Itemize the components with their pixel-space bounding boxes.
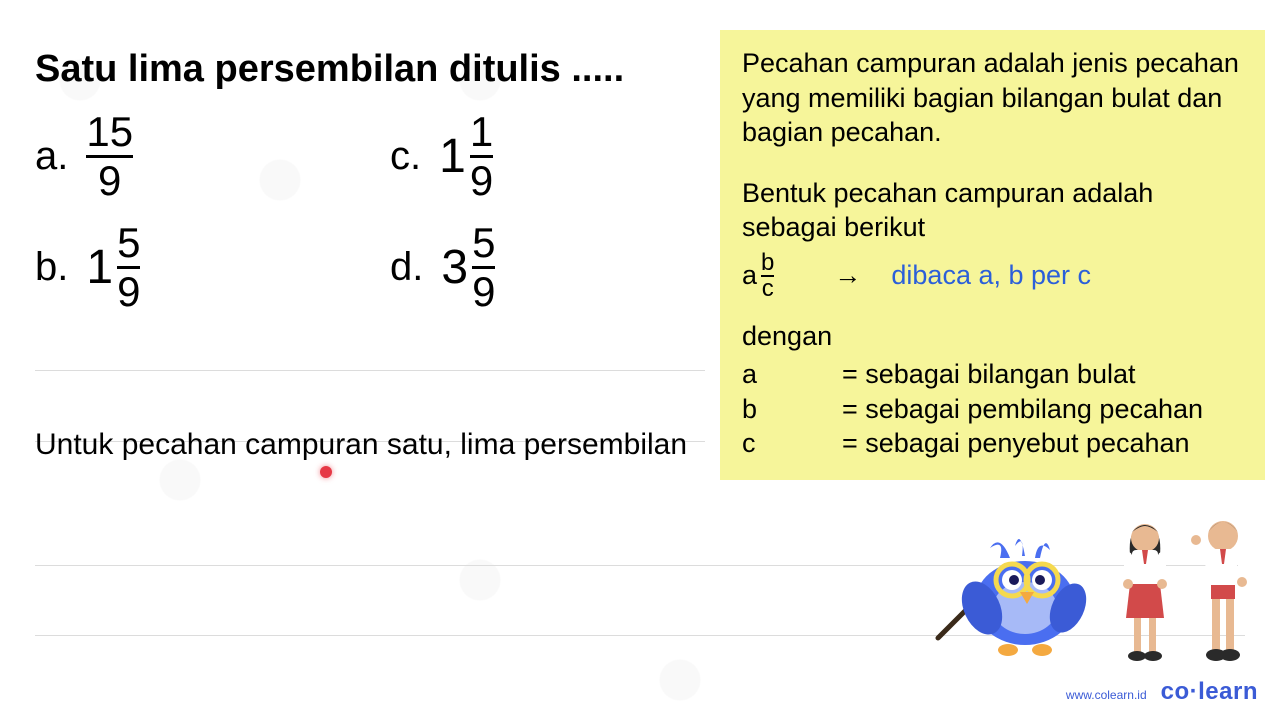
option-d-fraction: 5 9 bbox=[472, 222, 495, 313]
info-mixed-example-row: a b c → dibaca a, b per c bbox=[742, 251, 1243, 301]
option-d-denominator: 9 bbox=[472, 271, 495, 313]
option-a-numerator: 15 bbox=[86, 111, 133, 153]
info-reading-text: dibaca a, b per c bbox=[891, 258, 1091, 293]
mascot-bird-icon bbox=[930, 508, 1100, 668]
def-row-b: b = sebagai pembilang pecahan bbox=[742, 392, 1243, 427]
info-mixed-fraction: b c bbox=[761, 251, 774, 301]
option-c-fraction: 1 9 bbox=[470, 111, 493, 202]
option-b-numerator: 5 bbox=[117, 222, 140, 264]
students-illustration bbox=[1110, 500, 1265, 670]
footer: www.colearn.id co·learn bbox=[1066, 678, 1258, 706]
option-d-whole: 3 bbox=[441, 240, 468, 295]
def-var-b: b bbox=[742, 392, 842, 427]
dengan-label: dengan bbox=[742, 319, 1243, 354]
arrow-icon: → bbox=[834, 258, 861, 293]
def-row-a: a = sebagai bilangan bulat bbox=[742, 357, 1243, 392]
info-p1-bold: Pecahan campuran adalah bbox=[742, 48, 1072, 78]
option-c-denominator: 9 bbox=[470, 160, 493, 202]
option-b: b. 1 5 9 bbox=[35, 222, 350, 313]
option-b-whole: 1 bbox=[86, 240, 113, 295]
def-var-c: c bbox=[742, 426, 842, 461]
option-d-letter: d. bbox=[390, 245, 423, 290]
explanation-text: Untuk pecahan campuran satu, lima persem… bbox=[35, 428, 687, 462]
info-mixed-den: c bbox=[762, 277, 774, 301]
laser-pointer-dot bbox=[320, 466, 332, 478]
footer-logo: co·learn bbox=[1161, 678, 1258, 706]
info-mixed-num: b bbox=[761, 251, 774, 275]
option-c-numerator: 1 bbox=[470, 111, 493, 153]
question-title: Satu lima persembilan ditulis ..... bbox=[35, 48, 705, 91]
info-mixed-example: a b c bbox=[742, 251, 774, 301]
def-text-b: = sebagai pembilang pecahan bbox=[842, 392, 1203, 427]
option-a: a. 15 9 bbox=[35, 111, 350, 202]
definitions-block: dengan a = sebagai bilangan bulat b = se… bbox=[742, 319, 1243, 461]
option-a-letter: a. bbox=[35, 134, 68, 179]
option-c-whole: 1 bbox=[439, 129, 466, 184]
def-text-a: = sebagai bilangan bulat bbox=[842, 357, 1136, 392]
option-c-value: 1 1 9 bbox=[439, 111, 493, 202]
option-b-denominator: 9 bbox=[117, 271, 140, 313]
info-mixed-whole: a bbox=[742, 258, 757, 293]
option-c-letter: c. bbox=[390, 134, 421, 179]
option-b-value: 1 5 9 bbox=[86, 222, 140, 313]
option-d-value: 3 5 9 bbox=[441, 222, 495, 313]
info-paragraph-2: Bentuk pecahan campuran adalah sebagai b… bbox=[742, 176, 1243, 245]
option-c: c. 1 1 9 bbox=[390, 111, 705, 202]
option-d-numerator: 5 bbox=[472, 222, 495, 264]
info-panel: Pecahan campuran adalah jenis pecahan ya… bbox=[720, 30, 1265, 480]
option-a-fraction: 15 9 bbox=[86, 111, 133, 202]
option-b-letter: b. bbox=[35, 245, 68, 290]
def-row-c: c = sebagai penyebut pecahan bbox=[742, 426, 1243, 461]
info-paragraph-1: Pecahan campuran adalah jenis pecahan ya… bbox=[742, 46, 1243, 150]
def-var-a: a bbox=[742, 357, 842, 392]
ruled-line bbox=[35, 370, 705, 371]
question-block: Satu lima persembilan ditulis ..... a. 1… bbox=[35, 48, 705, 313]
def-text-c: = sebagai penyebut pecahan bbox=[842, 426, 1190, 461]
footer-url: www.colearn.id bbox=[1066, 688, 1147, 702]
options-grid: a. 15 9 c. 1 1 9 b. bbox=[35, 111, 705, 313]
option-a-denominator: 9 bbox=[98, 160, 121, 202]
option-a-value: 15 9 bbox=[86, 111, 133, 202]
option-b-fraction: 5 9 bbox=[117, 222, 140, 313]
option-d: d. 3 5 9 bbox=[390, 222, 705, 313]
